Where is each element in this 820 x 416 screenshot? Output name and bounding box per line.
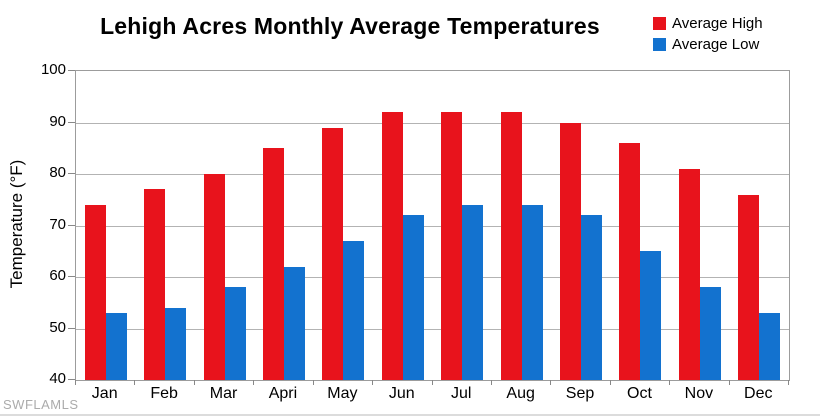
x-category-label-aug: Aug [506,385,535,402]
x-category-label-oct: Oct [627,385,652,402]
y-tick-mark-80 [68,173,75,174]
bar-average-high-nov [678,168,700,380]
y-tick-label-60: 60 [49,267,66,284]
bar-average-high-sep [560,122,582,380]
gridline-50 [76,328,789,330]
x-tick-mark-4 [312,380,314,385]
bar-average-high-dec [738,194,760,380]
bar-average-high-may [322,127,344,380]
x-category-label-nov: Nov [684,385,714,402]
x-tick-mark-7 [490,380,492,385]
bar-average-high-jan [84,204,106,380]
x-category-label-feb: Feb [150,385,178,402]
legend-label-average-low: Average Low [672,36,760,53]
bar-average-high-mar [203,174,225,380]
gridline-70 [76,225,789,227]
x-category-label-jul: Jul [450,385,472,402]
plot-area [75,70,790,381]
bar-average-low-jan [105,313,127,380]
y-tick-mark-50 [68,327,75,329]
bar-average-low-dec [759,313,781,380]
bar-average-low-nov [699,287,721,380]
bar-average-low-aug [521,204,543,380]
y-tick-mark-60 [68,276,75,277]
gridline-90 [76,122,789,124]
x-tick-mark-11 [728,380,730,385]
bar-average-low-apri [283,266,305,380]
bar-average-low-jul [462,204,484,380]
x-tick-mark-3 [253,380,255,385]
bar-average-low-oct [640,251,662,380]
y-tick-mark-100 [68,70,75,71]
x-tick-mark-0 [75,380,76,385]
bar-average-high-aug [500,112,522,380]
legend-item-average-low: Average Low [653,37,763,52]
bar-average-high-feb [144,189,166,380]
average-high-swatch-icon [653,17,666,30]
y-tick-label-50: 50 [49,318,66,336]
x-tick-mark-5 [372,380,374,385]
y-tick-label-100: 100 [40,61,66,78]
x-category-label-jan: Jan [91,385,118,402]
bar-average-high-jun [381,112,403,380]
legend-label-average-high: Average High [672,15,763,32]
y-tick-label-90: 90 [49,112,66,130]
x-category-label-may: May [327,385,358,402]
bar-average-low-jun [402,215,424,380]
y-tick-label-80: 80 [49,164,66,181]
y-tick-label-40: 40 [49,370,66,387]
bar-average-low-mar [224,287,246,380]
bottom-edge-line [0,414,820,416]
gridline-80 [76,174,789,175]
x-category-label-apri: Apri [268,385,298,402]
gridline-60 [76,277,789,278]
x-tick-mark-10 [669,380,671,385]
bar-average-low-may [343,240,365,380]
average-low-swatch-icon [653,38,666,51]
bar-average-low-feb [165,307,187,380]
bar-average-high-oct [619,143,641,380]
bar-average-high-apri [262,148,284,380]
x-tick-mark-8 [550,380,552,385]
x-tick-mark-9 [609,380,611,385]
bar-average-low-sep [581,215,603,380]
x-category-label-jun: Jun [388,385,415,402]
legend-item-average-high: Average High [653,16,763,31]
x-tick-mark-6 [431,380,433,385]
x-category-label-dec: Dec [744,385,773,402]
x-category-label-sep: Sep [565,385,595,402]
chart-title: Lehigh Acres Monthly Average Temperature… [100,13,600,39]
x-category-label-mar: Mar [209,385,238,402]
legend: Average High Average Low [653,16,763,52]
y-tick-mark-40 [68,379,75,380]
y-tick-mark-70 [68,224,75,226]
bar-average-high-jul [441,112,463,380]
x-tick-mark-1 [134,380,136,385]
y-tick-label-70: 70 [49,215,66,233]
x-tick-mark-12 [788,380,789,385]
x-tick-mark-2 [193,380,195,385]
y-tick-mark-90 [68,121,75,123]
watermark: SWFLAMLS [3,397,79,412]
